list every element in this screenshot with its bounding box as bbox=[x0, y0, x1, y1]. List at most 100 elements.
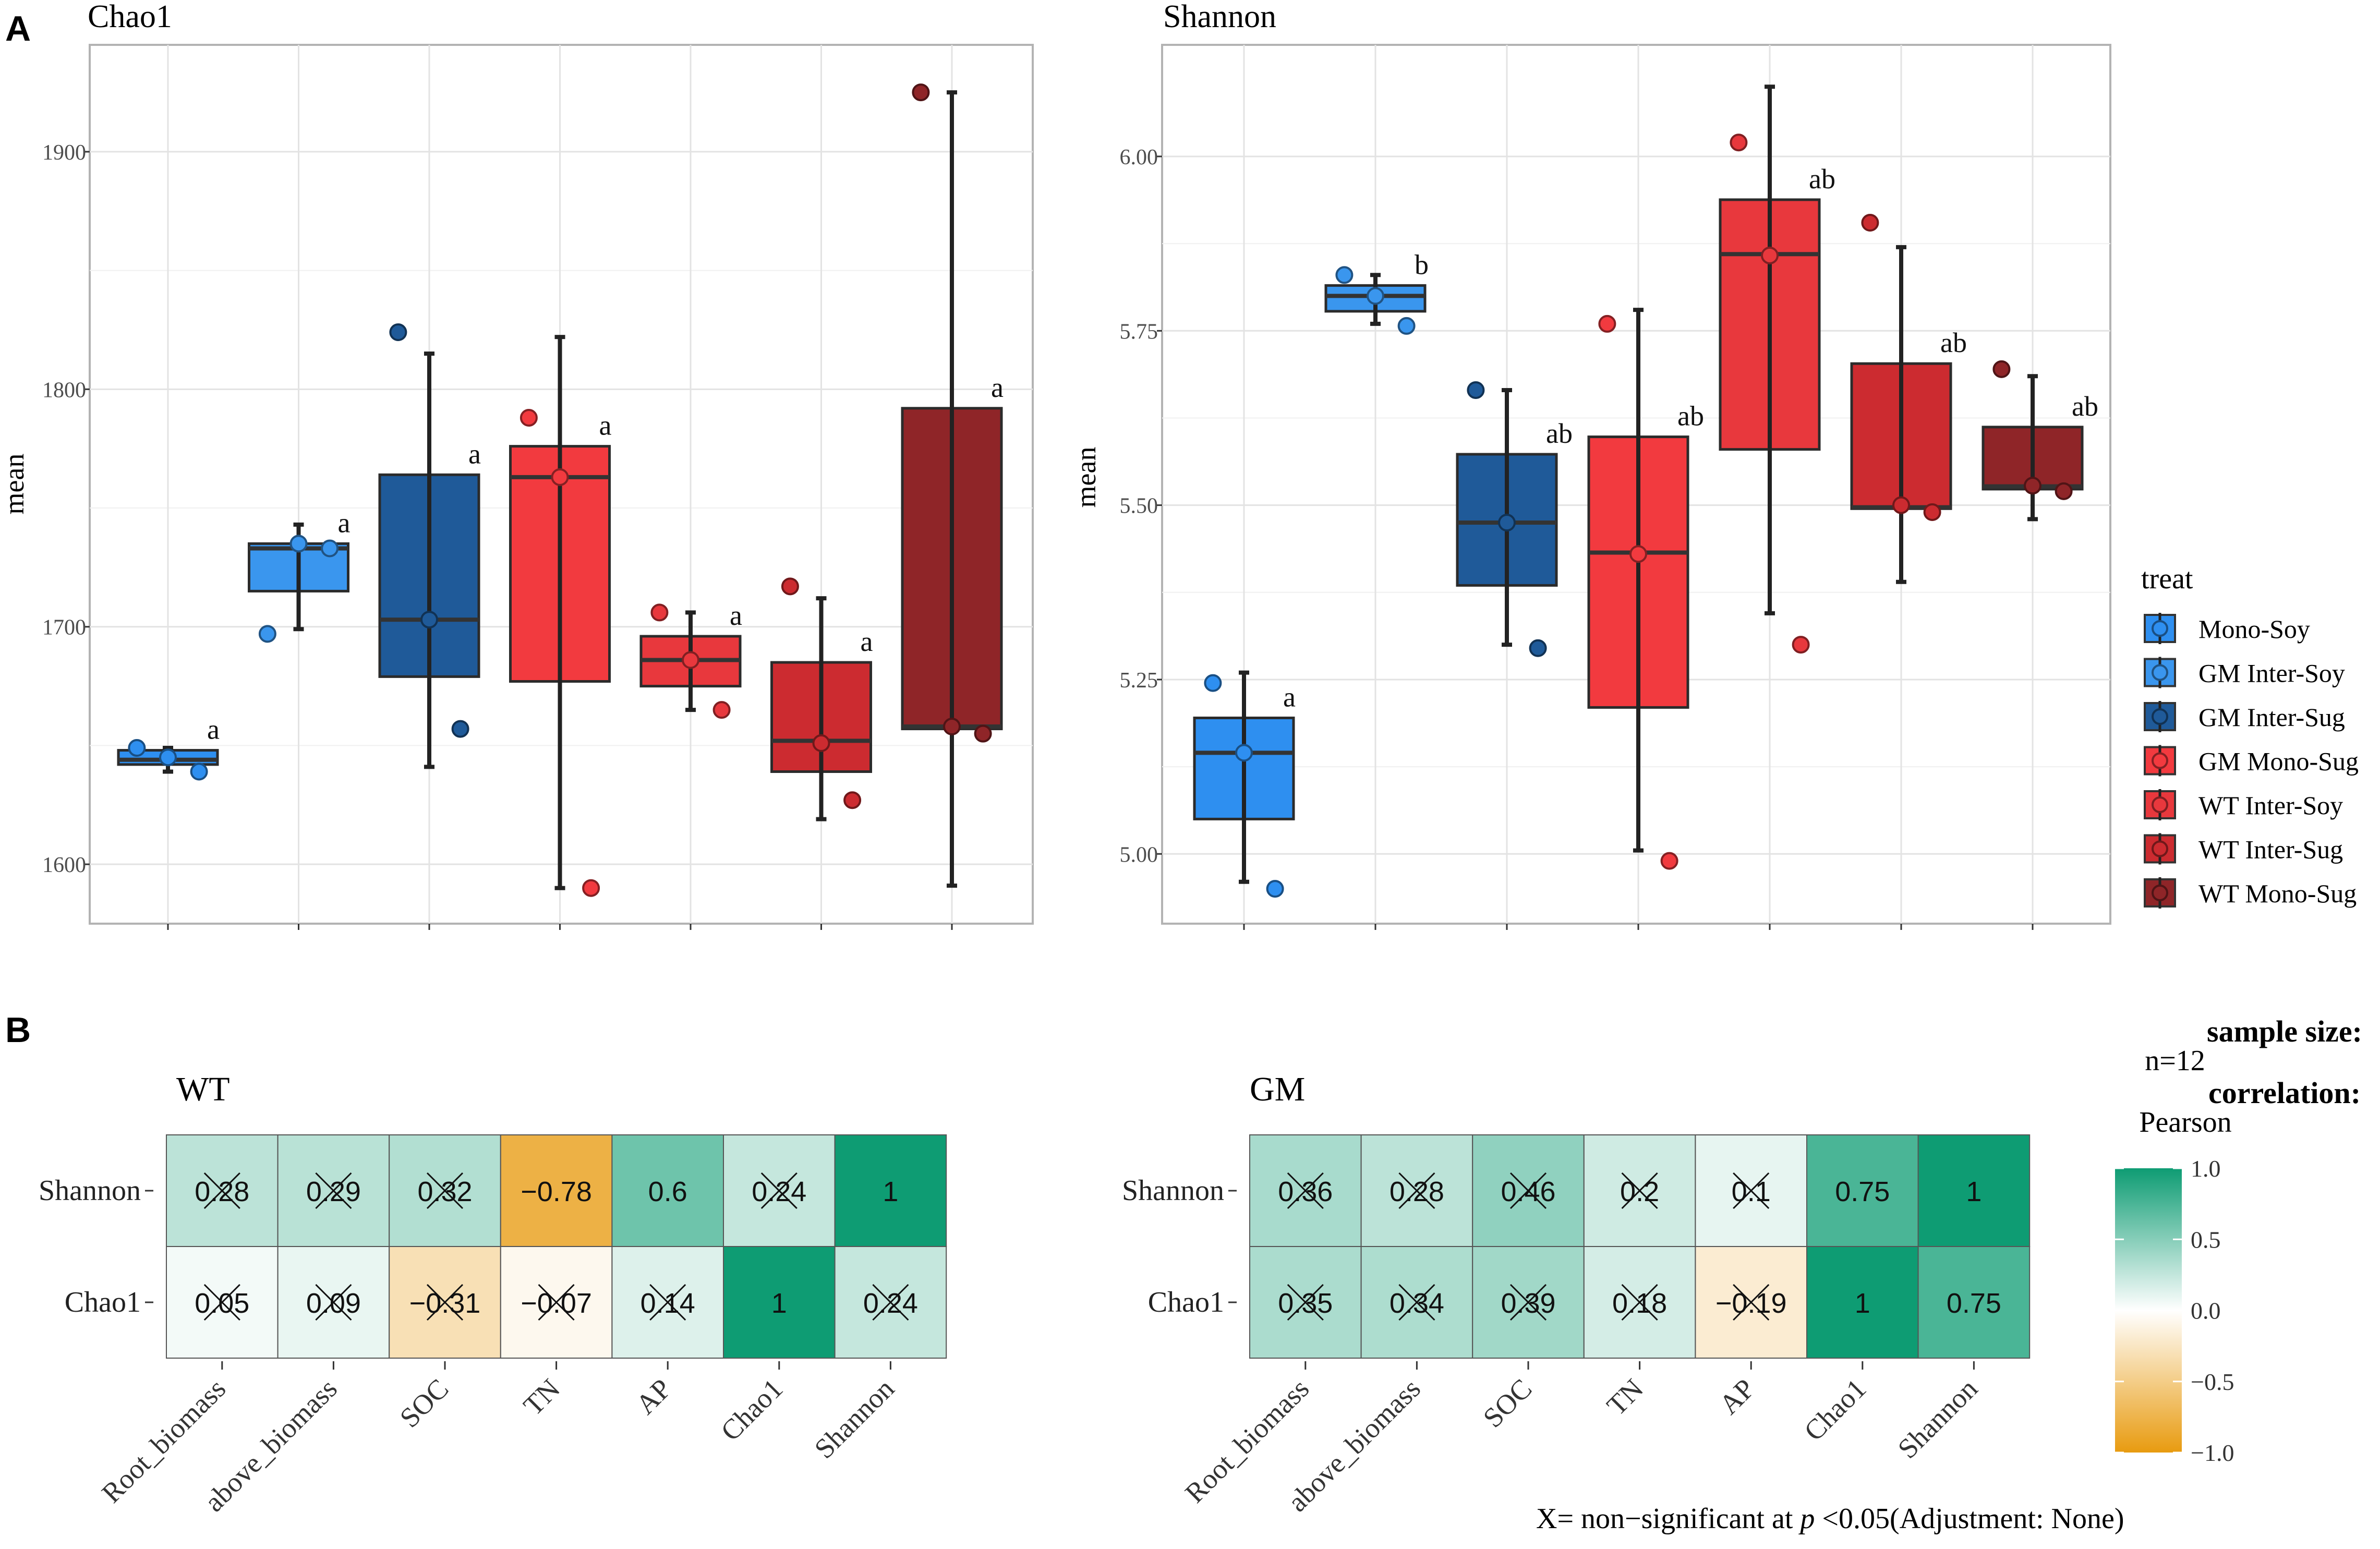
wt-col-label: SOC bbox=[394, 1373, 455, 1434]
chao1-data-point bbox=[258, 625, 276, 643]
wt-nonsig-cross bbox=[538, 1284, 575, 1321]
legend-label: GM Inter-Soy bbox=[2198, 659, 2345, 688]
gm-col-label: Shannon bbox=[1892, 1373, 1984, 1465]
shannon-significance-letter: ab bbox=[1677, 401, 1704, 432]
shannon-data-point bbox=[1335, 266, 1354, 284]
legend-item: WT Mono-Sug bbox=[2144, 877, 2357, 909]
chao1-y-tick-label: 1800 bbox=[42, 378, 86, 402]
sample-size-value: n=12 bbox=[2145, 1045, 2205, 1077]
wt-heat-cell bbox=[611, 1134, 724, 1247]
legend-label: GM Mono-Sug bbox=[2198, 747, 2359, 776]
chao1-group-gm-mono-sug: a bbox=[509, 335, 612, 897]
shannon-group-gm-mono-sug: ab bbox=[1587, 308, 1704, 870]
chao1-data-point bbox=[650, 603, 669, 622]
chao1-data-point bbox=[289, 535, 308, 553]
gm-nonsig-cross bbox=[1733, 1172, 1770, 1209]
wt-nonsig-cross bbox=[315, 1284, 352, 1321]
shannon-data-point bbox=[1266, 880, 1284, 898]
colorbar-tick-label: 0.0 bbox=[2191, 1298, 2221, 1324]
shannon-group-gm-inter-sug: ab bbox=[1456, 381, 1573, 657]
shannon-group-wt-inter-soy: ab bbox=[1719, 84, 1835, 654]
chao1-y-tick-label: 1700 bbox=[42, 616, 86, 640]
chao1-group-wt-inter-sug: a bbox=[770, 577, 873, 821]
chao1-data-point bbox=[520, 408, 538, 427]
gm-col-label: TN bbox=[1601, 1373, 1649, 1421]
gm-row-label: Chao1 bbox=[1148, 1286, 1224, 1318]
wt-col-label: AP bbox=[630, 1373, 677, 1420]
gm-nonsig-cross bbox=[1287, 1172, 1324, 1209]
shannon-data-point bbox=[1529, 639, 1547, 657]
shannon-group-gm-inter-soy: b bbox=[1324, 249, 1429, 335]
colorbar-tick-label: −0.5 bbox=[2191, 1369, 2234, 1395]
chao1-data-point bbox=[943, 718, 961, 736]
legend-point bbox=[2152, 708, 2168, 725]
chao1-data-point bbox=[551, 468, 569, 486]
legend-item: GM Inter-Soy bbox=[2144, 657, 2345, 688]
chao1-significance-letter: a bbox=[861, 626, 873, 657]
gm-row-label: Shannon bbox=[1122, 1175, 1224, 1207]
chao1-data-point bbox=[190, 763, 208, 781]
footnote-p: p bbox=[1798, 1503, 1815, 1535]
wt-cell-value: 0.6 bbox=[648, 1176, 687, 1207]
shannon-significance-letter: b bbox=[1415, 249, 1429, 280]
panel-a-letter: A bbox=[5, 9, 31, 49]
colorbar-tick-label: 1.0 bbox=[2191, 1155, 2221, 1182]
shannon-data-point bbox=[1204, 674, 1222, 692]
chao1-group-mono-soy: a bbox=[117, 714, 220, 781]
shannon-data-point bbox=[1761, 246, 1779, 264]
gm-col-label: AP bbox=[1713, 1373, 1760, 1420]
gm-nonsig-cross bbox=[1287, 1284, 1324, 1321]
correlation-method: Pearson bbox=[2139, 1106, 2231, 1139]
shannon-data-point bbox=[1367, 287, 1384, 305]
chao1-data-point bbox=[974, 724, 992, 743]
chao1-data-point bbox=[420, 611, 438, 629]
shannon-group-wt-mono-sug: ab bbox=[1982, 360, 2098, 522]
chao1-significance-letter: a bbox=[599, 410, 612, 441]
legend-point bbox=[2152, 885, 2168, 901]
legend-point bbox=[2152, 752, 2168, 769]
legend-label: WT Inter-Soy bbox=[2198, 791, 2343, 820]
correlation-colorbar: sample size: n=12 correlation: Pearson 1… bbox=[2115, 1014, 2362, 1466]
wt-cell-value: −0.78 bbox=[521, 1176, 592, 1207]
chao1-data-point bbox=[682, 651, 699, 669]
chao1-y-tick-label: 1900 bbox=[42, 141, 86, 165]
wt-heat-cell bbox=[723, 1246, 836, 1359]
wt-col-label: Chao1 bbox=[715, 1373, 789, 1447]
gm-cell-value: 0.75 bbox=[1835, 1176, 1890, 1207]
chao1-data-point bbox=[159, 748, 177, 767]
shannon-plot-title: Shannon bbox=[1163, 0, 1276, 34]
gm-nonsig-cross bbox=[1733, 1284, 1770, 1321]
shannon-data-point bbox=[1598, 314, 1616, 333]
chao1-y-tick-label: 1600 bbox=[42, 853, 86, 877]
gm-heatmap-title: GM bbox=[1250, 1070, 1305, 1108]
gm-cell-value: 1 bbox=[1966, 1176, 1982, 1207]
wt-row-label: Shannon bbox=[39, 1175, 141, 1207]
chao1-significance-letter: a bbox=[730, 600, 742, 631]
shannon-data-point bbox=[2024, 477, 2041, 495]
legend-item: WT Inter-Soy bbox=[2144, 789, 2343, 820]
legend-point bbox=[2152, 664, 2168, 681]
footnote-prefix: X= non−significant at bbox=[1536, 1503, 1800, 1535]
wt-nonsig-cross bbox=[426, 1284, 464, 1321]
shannon-y-tick-label: 5.25 bbox=[1120, 669, 1158, 693]
shannon-y-tick-label: 5.50 bbox=[1120, 494, 1158, 518]
gm-cell-value: 0.75 bbox=[1947, 1288, 2001, 1319]
legend-label: WT Inter-Sug bbox=[2198, 835, 2343, 864]
significance-footnote: X= non−significant at p <0.05(Adjustment… bbox=[1536, 1503, 2124, 1535]
shannon-y-tick-label: 5.75 bbox=[1120, 320, 1158, 344]
legend-item: GM Mono-Sug bbox=[2144, 745, 2359, 777]
shannon-data-point bbox=[1235, 744, 1253, 762]
legend-item: WT Inter-Sug bbox=[2144, 833, 2343, 865]
shannon-data-point bbox=[1730, 134, 1748, 152]
shannon-significance-letter: ab bbox=[1940, 327, 1967, 358]
gm-nonsig-cross bbox=[1621, 1172, 1658, 1209]
legend-label: GM Inter-Sug bbox=[2198, 703, 2345, 732]
wt-col-label: TN bbox=[517, 1373, 566, 1421]
chao1-y-axis-label: mean bbox=[0, 454, 30, 515]
shannon-boxplot: Shannon mean 5.005.255.505.756.00abababa… bbox=[1070, 0, 2111, 930]
shannon-data-point bbox=[1992, 360, 2011, 378]
legend-point bbox=[2152, 620, 2168, 637]
chao1-group-wt-inter-soy: a bbox=[639, 600, 742, 719]
sample-size-title: sample size: bbox=[2207, 1014, 2362, 1048]
wt-col-label: Shannon bbox=[808, 1373, 900, 1465]
